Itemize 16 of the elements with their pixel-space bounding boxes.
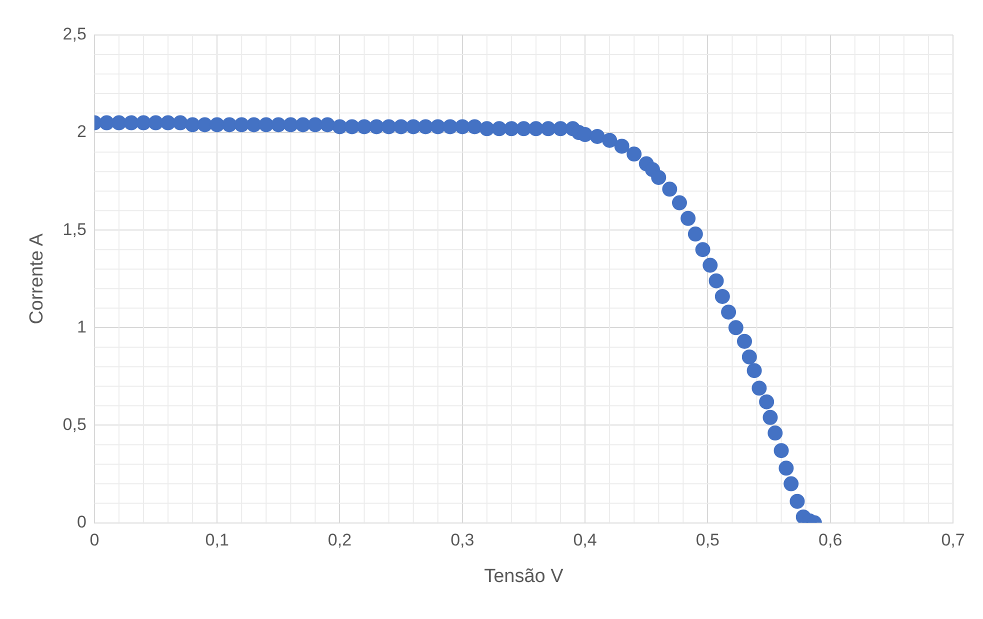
y-tick-label: 2 (76, 122, 86, 142)
x-tick-label: 0,4 (573, 530, 597, 550)
y-tick-label: 2,5 (62, 24, 86, 44)
x-tick-label: 0,3 (450, 530, 474, 550)
x-tick-label: 0,1 (205, 530, 229, 550)
x-tick-label: 0,5 (696, 530, 720, 550)
x-tick-label: 0,7 (941, 530, 965, 550)
y-tick-label: 1,5 (62, 220, 86, 239)
x-axis-title: Tensão V (484, 566, 564, 587)
y-axis-title: Corrente A (26, 233, 48, 324)
x-tick-label: 0,6 (818, 530, 842, 550)
y-tick-label: 0 (76, 512, 86, 532)
y-tick-label: 1 (76, 317, 86, 336)
x-tick-label: 0 (90, 530, 100, 550)
x-tick-label: 0,2 (328, 530, 352, 550)
y-tick-label: 0,5 (62, 414, 86, 434)
